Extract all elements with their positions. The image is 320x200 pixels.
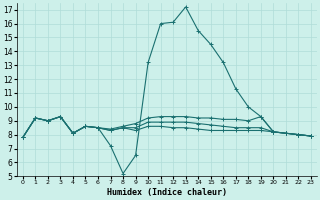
X-axis label: Humidex (Indice chaleur): Humidex (Indice chaleur) xyxy=(107,188,227,197)
